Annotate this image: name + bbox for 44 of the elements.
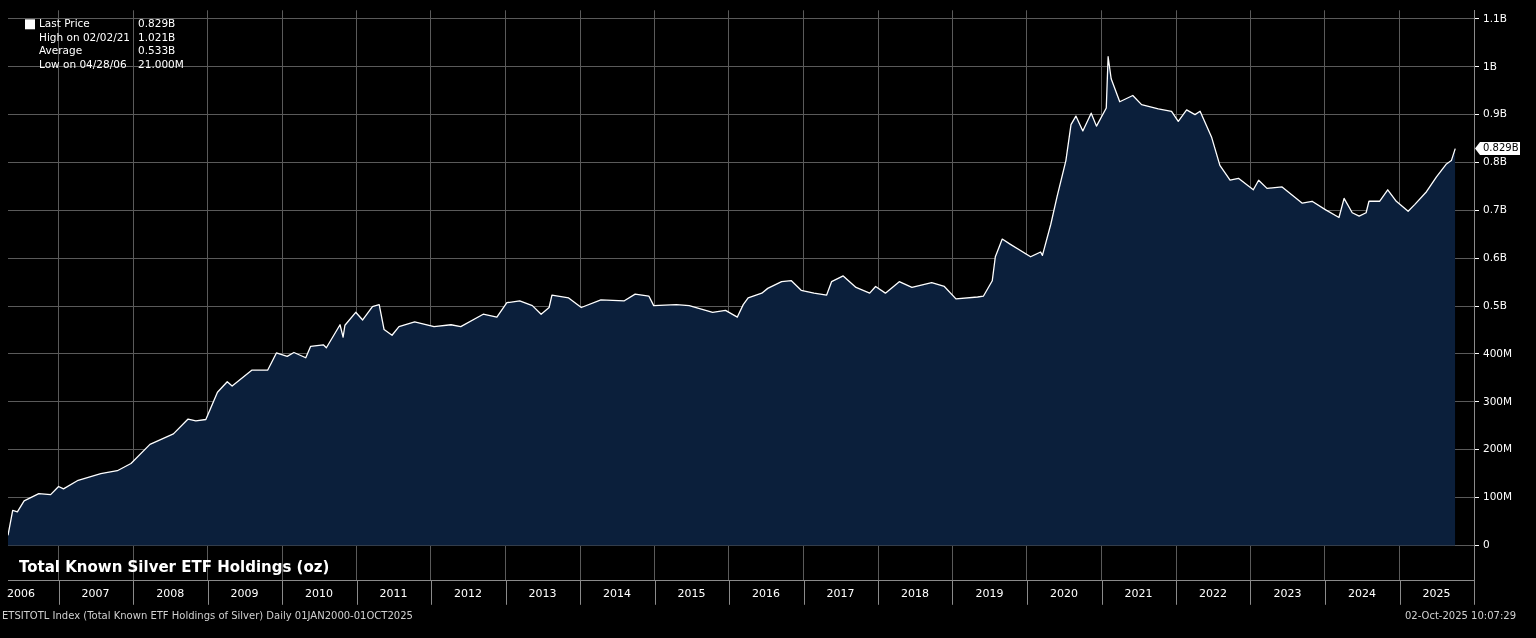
y-tick-label: 1B [1483,59,1497,72]
text: Total Known Silver ETF Holdings (oz) [19,557,330,576]
x-tick-label: 2017 [826,587,855,601]
x-tick-label: 2009 [230,587,259,601]
x-tick-label: 2024 [1348,587,1377,601]
x-tick-label: 2015 [677,587,706,601]
legend-label: Last Price [39,17,90,30]
annotation: 1.021B [138,30,176,43]
y-tick-label: 0.6B [1483,250,1507,263]
y-tick-label: 200M [1483,442,1513,455]
y-tick-label: 100M [1483,490,1513,503]
annotation: 0.829B [1483,142,1519,154]
annotation: High on 02/02/21 [39,30,131,43]
x-tick-label: 2019 [975,587,1004,601]
y-tick-label: 0.7B [1483,203,1507,216]
x-tick-label: 2006 [7,587,36,601]
y-tick-label: 300M [1483,394,1513,407]
x-tick-label: 2020 [1050,587,1079,601]
y-tick-label: 0 [1483,538,1490,551]
x-tick-label: 2012 [454,587,483,601]
x-tick-label: 2022 [1198,587,1227,601]
x-tick-label: 2010 [305,587,334,601]
x-tick-label: 2021 [1124,587,1153,601]
x-tick-label: 2018 [900,587,929,601]
y-tick-label: 400M [1483,346,1513,359]
x-tick-label: 2008 [156,587,185,601]
annotation: 21.000M [138,57,184,70]
x-tick-label: 2013 [528,587,557,601]
text: 02-Oct-2025 10:07:29 [1404,610,1516,621]
y-tick-label: 0.5B [1483,298,1507,311]
y-tick-label: 0.8B [1483,155,1507,168]
x-tick-label: 2007 [81,587,110,601]
annotation: Low on 04/28/06 [39,57,127,70]
x-tick-label: 2023 [1273,587,1302,601]
y-tick-label: 1.1B [1483,11,1507,24]
annotation: Average [39,44,83,57]
text: ETSITOTL Index (Total Known ETF Holdings of Silver) Daily 01JAN2000-01OCT2025 [2,610,413,621]
x-tick-label: 2014 [603,587,631,601]
x-tick-label: 2025 [1422,587,1451,601]
annotation: 0.829B [138,17,176,30]
x-tick-label: 2011 [379,587,408,601]
annotation: 0.533B [138,44,176,57]
y-tick-label: 0.9B [1483,107,1507,120]
x-tick-label: 2016 [752,587,781,601]
